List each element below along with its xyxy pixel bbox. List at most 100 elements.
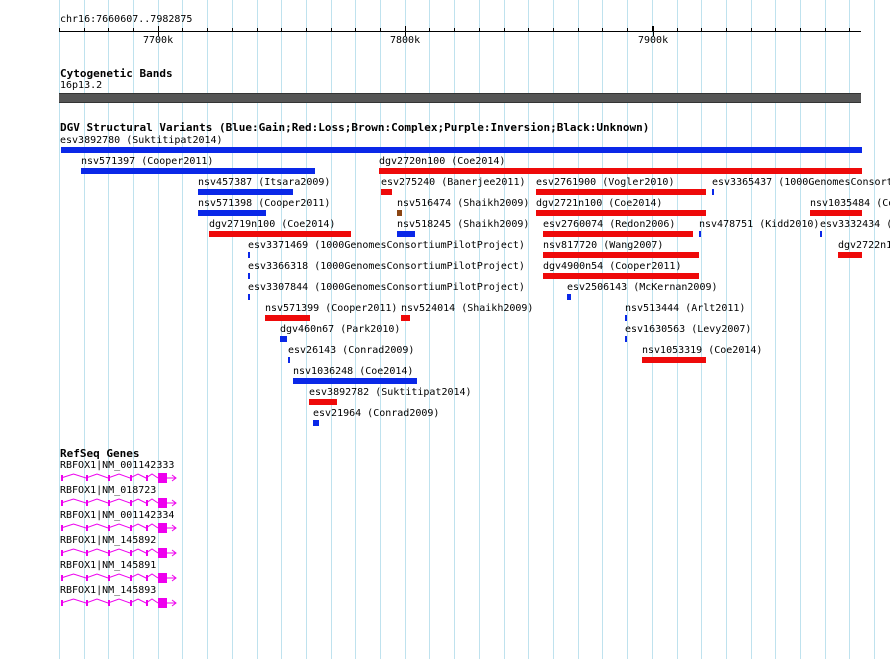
dgv-variant-bar[interactable] bbox=[712, 189, 714, 195]
refseq-gene-model[interactable] bbox=[58, 572, 178, 584]
ruler-tick-label-7700k: 7700k bbox=[143, 35, 174, 46]
refseq-gene-model[interactable] bbox=[58, 547, 178, 559]
dgv-variant-label[interactable]: nsv817720 (Wang2007) bbox=[543, 240, 664, 251]
dgv-variant-bar[interactable] bbox=[397, 210, 402, 216]
cytoband-track-title[interactable]: Cytogenetic Bands bbox=[60, 67, 173, 80]
dgv-variant-bar[interactable] bbox=[642, 357, 706, 363]
dgv-variant-label[interactable]: nsv518245 (Shaikh2009) bbox=[397, 219, 530, 230]
dgv-variant-bar[interactable] bbox=[810, 210, 862, 216]
dgv-variant-bar[interactable] bbox=[567, 294, 571, 300]
dgv-variant-bar[interactable] bbox=[313, 420, 319, 426]
dgv-variant-bar[interactable] bbox=[401, 315, 410, 321]
dgv-variant-bar[interactable] bbox=[293, 378, 417, 384]
ruler-tick bbox=[232, 28, 233, 32]
dgv-variant-label[interactable]: esv3332434 ( bbox=[820, 219, 890, 230]
dgv-variant-label[interactable]: nsv516474 (Shaikh2009) bbox=[397, 198, 530, 209]
dgv-variant-label[interactable]: esv2760074 (Redon2006) bbox=[543, 219, 676, 230]
refseq-gene-model[interactable] bbox=[58, 497, 178, 509]
dgv-variant-label[interactable]: nsv1053319 (Coe2014) bbox=[642, 345, 763, 356]
dgv-variant-label[interactable]: esv3892782 (Suktitipat2014) bbox=[309, 387, 472, 398]
dgv-variant-label[interactable]: dgv2722n1 bbox=[838, 240, 890, 251]
ruler-tick bbox=[207, 28, 208, 32]
cytoband-label: 16p13.2 bbox=[60, 80, 103, 91]
dgv-variant-bar[interactable] bbox=[379, 168, 862, 174]
dgv-variant-label[interactable]: dgv4900n54 (Cooper2011) bbox=[543, 261, 682, 272]
dgv-track-title[interactable]: DGV Structural Variants (Blue:Gain;Red:L… bbox=[60, 121, 650, 134]
dgv-variant-bar[interactable] bbox=[248, 294, 250, 300]
refseq-gene-model[interactable] bbox=[58, 522, 178, 534]
gene-exon bbox=[130, 475, 132, 481]
dgv-variant-label[interactable]: esv26143 (Conrad2009) bbox=[288, 345, 415, 356]
dgv-variant-label[interactable]: nsv571398 (Cooper2011) bbox=[198, 198, 331, 209]
dgv-variant-label[interactable]: esv3892780 (Suktitipat2014) bbox=[60, 135, 223, 146]
dgv-variant-label[interactable]: nsv571397 (Cooper2011) bbox=[81, 156, 214, 167]
refseq-gene-label[interactable]: RBFOX1|NM_145892 bbox=[60, 535, 157, 546]
dgv-variant-bar[interactable] bbox=[198, 210, 266, 216]
dgv-variant-label[interactable]: esv2506143 (McKernan2009) bbox=[567, 282, 718, 293]
refseq-gene-model[interactable] bbox=[58, 472, 178, 484]
dgv-variant-bar[interactable] bbox=[625, 336, 627, 342]
dgv-variant-bar[interactable] bbox=[536, 189, 706, 195]
dgv-variant-bar[interactable] bbox=[309, 399, 337, 405]
ruler-tick bbox=[182, 28, 183, 32]
dgv-variant-bar[interactable] bbox=[397, 231, 415, 237]
dgv-variant-label[interactable]: esv2761900 (Vogler2010) bbox=[536, 177, 675, 188]
dgv-variant-label[interactable]: nsv571399 (Cooper2011) bbox=[265, 303, 398, 314]
refseq-gene-model[interactable] bbox=[58, 597, 178, 609]
gene-exon bbox=[130, 500, 132, 506]
dgv-variant-bar[interactable] bbox=[543, 273, 699, 279]
dgv-variant-bar[interactable] bbox=[381, 189, 392, 195]
refseq-gene-label[interactable]: RBFOX1|NM_001142333 bbox=[60, 460, 175, 471]
dgv-variant-label[interactable]: dgv2719n100 (Coe2014) bbox=[209, 219, 336, 230]
dgv-variant-label[interactable]: esv3365437 (1000GenomesConsort bbox=[712, 177, 890, 188]
dgv-variant-bar[interactable] bbox=[81, 168, 315, 174]
dgv-variant-bar[interactable] bbox=[288, 357, 290, 363]
gene-exon bbox=[61, 600, 63, 606]
dgv-variant-bar[interactable] bbox=[543, 252, 699, 258]
ruler-tick bbox=[281, 28, 282, 32]
dgv-variant-label[interactable]: esv3307844 (1000GenomesConsortiumPilotPr… bbox=[248, 282, 525, 293]
refseq-gene-label[interactable]: RBFOX1|NM_001142334 bbox=[60, 510, 175, 521]
ruler-major-tick bbox=[158, 26, 159, 36]
dgv-variant-bar[interactable] bbox=[209, 231, 351, 237]
ruler-tick bbox=[133, 28, 134, 32]
dgv-variant-label[interactable]: dgv2721n100 (Coe2014) bbox=[536, 198, 663, 209]
dgv-variant-bar[interactable] bbox=[61, 147, 862, 153]
ruler-tick bbox=[751, 28, 752, 32]
gene-strand-arrow bbox=[167, 524, 177, 532]
dgv-variant-bar[interactable] bbox=[198, 189, 293, 195]
dgv-variant-label[interactable]: esv3366318 (1000GenomesConsortiumPilotPr… bbox=[248, 261, 525, 272]
dgv-variant-bar[interactable] bbox=[248, 252, 250, 258]
dgv-variant-label[interactable]: esv21964 (Conrad2009) bbox=[313, 408, 440, 419]
dgv-variant-label[interactable]: nsv513444 (Arlt2011) bbox=[625, 303, 746, 314]
ruler-tick bbox=[825, 28, 826, 32]
dgv-variant-bar[interactable] bbox=[838, 252, 862, 258]
dgv-variant-label[interactable]: esv3371469 (1000GenomesConsortiumPilotPr… bbox=[248, 240, 525, 251]
dgv-variant-label[interactable]: dgv460n67 (Park2010) bbox=[280, 324, 401, 335]
gene-utr-exon bbox=[158, 598, 167, 608]
refseq-gene-label[interactable]: RBFOX1|NM_145893 bbox=[60, 585, 157, 596]
dgv-variant-bar[interactable] bbox=[820, 231, 822, 237]
refseq-gene-label[interactable]: RBFOX1|NM_145891 bbox=[60, 560, 157, 571]
dgv-variant-bar[interactable] bbox=[536, 210, 706, 216]
gene-exon bbox=[61, 525, 63, 531]
refseq-gene-label[interactable]: RBFOX1|NM_018723 bbox=[60, 485, 157, 496]
dgv-variant-bar[interactable] bbox=[543, 231, 693, 237]
dgv-variant-label[interactable]: nsv457387 (Itsara2009) bbox=[198, 177, 331, 188]
dgv-variant-label[interactable]: nsv478751 (Kidd2010) bbox=[699, 219, 820, 230]
gene-exon bbox=[108, 525, 110, 531]
gene-exon bbox=[61, 475, 63, 481]
dgv-variant-bar[interactable] bbox=[625, 315, 627, 321]
dgv-variant-bar[interactable] bbox=[280, 336, 287, 342]
dgv-variant-bar[interactable] bbox=[265, 315, 310, 321]
dgv-variant-label[interactable]: nsv1035484 (Co bbox=[810, 198, 890, 209]
dgv-variant-label[interactable]: nsv1036248 (Coe2014) bbox=[293, 366, 414, 377]
dgv-variant-label[interactable]: esv275240 (Banerjee2011) bbox=[381, 177, 526, 188]
refseq-track-title[interactable]: RefSeq Genes bbox=[60, 447, 140, 460]
dgv-variant-label[interactable]: dgv2720n100 (Coe2014) bbox=[379, 156, 506, 167]
dgv-variant-label[interactable]: esv1630563 (Levy2007) bbox=[625, 324, 752, 335]
dgv-variant-bar[interactable] bbox=[248, 273, 250, 279]
dgv-variant-bar[interactable] bbox=[699, 231, 701, 237]
cytoband-bar[interactable] bbox=[59, 93, 861, 103]
dgv-variant-label[interactable]: nsv524014 (Shaikh2009) bbox=[401, 303, 534, 314]
